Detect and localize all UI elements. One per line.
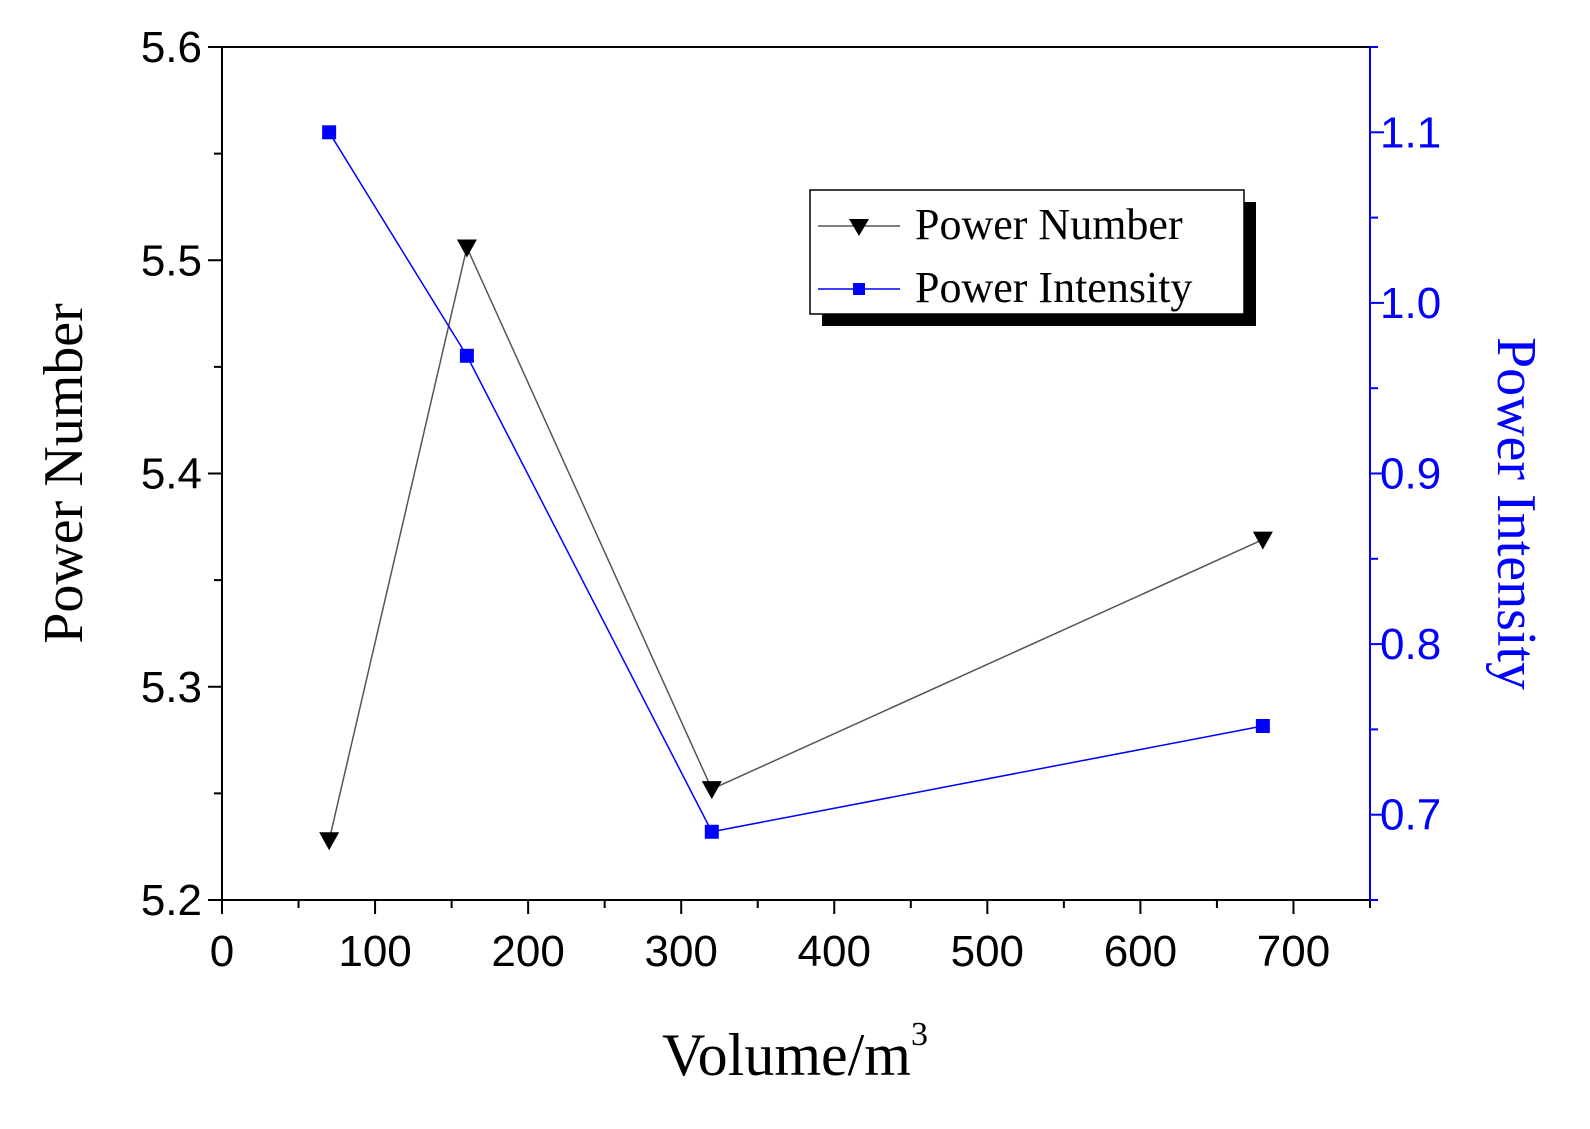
x-tick-label: 200: [491, 927, 564, 976]
x-tick-label: 600: [1104, 927, 1177, 976]
data-point-power-intensity: [1255, 718, 1270, 733]
series-line-power-intensity: [328, 131, 1263, 833]
x-axis-title-superscript: 3: [911, 1016, 928, 1053]
x-axis-title: Volume/m3: [662, 1016, 928, 1088]
y-tick-label: 5.2: [141, 876, 202, 925]
y2-tick-label: 0.7: [1380, 791, 1441, 840]
x-tick-label: 300: [644, 927, 717, 976]
data-point-power-number: [319, 832, 340, 851]
y-tick-label: 5.3: [141, 663, 202, 712]
x-ticks: 0 100 200 300 400 500 600 700: [210, 900, 1371, 976]
legend-label-power-intensity: Power Intensity: [915, 263, 1192, 312]
x-tick-label: 400: [798, 927, 871, 976]
legend-label-power-number: Power Number: [915, 200, 1183, 249]
y-axis-title: Power Number: [33, 303, 95, 644]
legend-marker-power-number: [849, 219, 869, 236]
series-line-power-number: [328, 245, 1264, 841]
x-tick-label: 100: [338, 927, 411, 976]
legend-box: [809, 189, 1245, 315]
y2-ticks: 0.7 0.8 0.9 1.0 1.1: [1370, 46, 1441, 901]
series-layer: [319, 125, 1273, 851]
y2-tick-label: 0.9: [1380, 450, 1441, 499]
x-tick-label: 700: [1257, 927, 1330, 976]
data-point-power-number: [1252, 531, 1273, 550]
y-tick-label: 5.5: [141, 236, 202, 285]
x-tick-label: 0: [210, 927, 234, 976]
y-ticks: 5.2 5.3 5.4 5.5 5.6: [141, 23, 222, 925]
y-tick-label: 5.6: [141, 23, 202, 72]
x-axis-title-main: Volume/m: [662, 1022, 911, 1088]
data-point-power-intensity: [459, 348, 474, 363]
legend: Power Number Power Intensity: [809, 189, 1256, 326]
data-point-power-number: [701, 781, 722, 800]
x-tick-label: 500: [951, 927, 1024, 976]
y2-tick-label: 0.8: [1380, 620, 1441, 669]
y2-tick-label: 1.0: [1380, 279, 1441, 328]
data-point-power-intensity: [322, 125, 337, 140]
axes-frame: [221, 46, 1371, 901]
y2-tick-label: 1.1: [1380, 108, 1441, 157]
y2-axis-title: Power Intensity: [1485, 337, 1547, 690]
data-point-power-intensity: [704, 824, 719, 839]
y-tick-label: 5.4: [141, 450, 202, 499]
data-point-power-number: [456, 239, 477, 258]
legend-marker-power-intensity: [853, 283, 865, 295]
